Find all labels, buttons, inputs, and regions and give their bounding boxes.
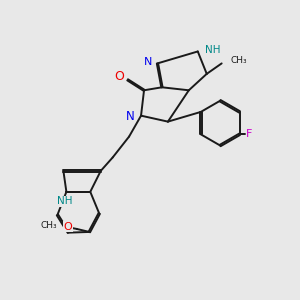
Text: NH: NH xyxy=(57,196,73,206)
Text: NH: NH xyxy=(205,45,221,55)
Text: CH₃: CH₃ xyxy=(231,56,247,65)
Text: O: O xyxy=(114,70,124,83)
Text: O: O xyxy=(64,222,72,232)
Text: N: N xyxy=(126,110,134,123)
Text: N: N xyxy=(144,57,152,67)
Text: CH₃: CH₃ xyxy=(40,220,57,230)
Text: F: F xyxy=(246,129,253,139)
